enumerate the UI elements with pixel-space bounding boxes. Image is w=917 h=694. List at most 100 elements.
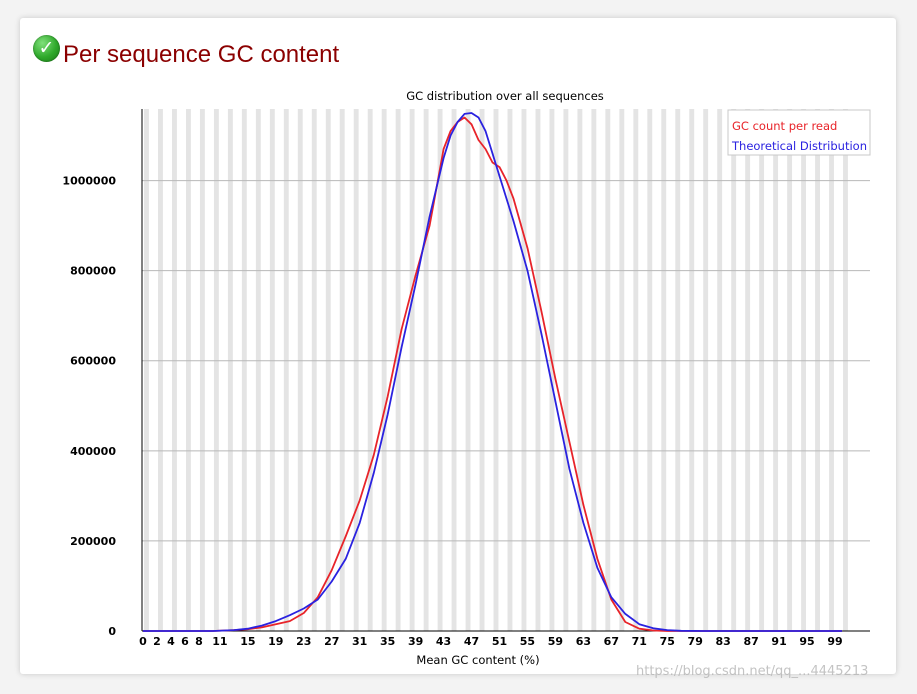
x-tick-label: 31	[352, 635, 367, 648]
stripe	[717, 109, 723, 631]
stripe	[339, 109, 345, 631]
x-tick-label: 87	[743, 635, 758, 648]
stripe	[172, 109, 177, 631]
x-tick-label: 95	[799, 635, 814, 648]
stripe	[801, 109, 807, 631]
stripe	[185, 109, 191, 631]
stripe	[479, 109, 485, 631]
x-tick-label: 6	[181, 635, 189, 648]
stripe	[759, 109, 765, 631]
x-tick-label: 27	[324, 635, 339, 648]
x-tick-label: 35	[380, 635, 395, 648]
series-gc-count-line	[143, 116, 842, 632]
stripe	[577, 109, 583, 631]
stripe	[745, 109, 751, 631]
stripe	[158, 109, 163, 631]
legend-entry: Theoretical Distribution	[731, 139, 867, 153]
legend-box	[727, 109, 871, 156]
stripe	[787, 109, 793, 631]
y-tick-label: 600000	[70, 355, 116, 368]
stripe	[395, 109, 401, 631]
stripe	[591, 109, 597, 631]
stripe	[493, 109, 499, 631]
stripe	[423, 109, 429, 631]
stripe	[437, 109, 443, 631]
stripe	[269, 109, 275, 631]
stripe	[843, 109, 848, 631]
stripe	[633, 109, 639, 631]
stripe	[507, 109, 513, 631]
x-tick-label: 63	[576, 635, 591, 648]
series-theoretical-line	[143, 112, 842, 632]
stripe	[689, 109, 695, 631]
x-tick-label: 0	[139, 635, 147, 648]
stripe	[283, 109, 289, 631]
stripe	[549, 109, 555, 631]
stripe	[829, 109, 834, 631]
x-tick-label: 51	[492, 635, 507, 648]
stripe	[465, 109, 471, 631]
stripe	[703, 109, 709, 631]
x-tick-label: 67	[604, 635, 619, 648]
stripe	[731, 109, 737, 631]
x-tick-label: 11	[212, 635, 227, 648]
watermark-text: https://blog.csdn.net/qq_...4445213	[636, 664, 869, 679]
x-tick-label: 39	[408, 635, 423, 648]
stripe	[199, 109, 205, 631]
y-tick-label: 800000	[70, 265, 116, 278]
stripe	[325, 109, 331, 631]
stripe	[409, 109, 415, 631]
stripe	[451, 109, 457, 631]
x-tick-label: 47	[464, 635, 479, 648]
stripe	[773, 109, 779, 631]
x-tick-label: 79	[688, 635, 703, 648]
x-tick-label: 55	[520, 635, 535, 648]
stripe	[213, 109, 219, 631]
x-tick-label: 71	[632, 635, 647, 648]
stripe	[605, 109, 611, 631]
x-tick-label: 8	[195, 635, 203, 648]
x-axis-label: Mean GC content (%)	[416, 653, 539, 667]
x-tick-label: 59	[548, 635, 563, 648]
series-lines	[143, 112, 842, 632]
chart-title: GC distribution over all sequences	[406, 89, 604, 103]
stripe	[521, 109, 527, 631]
stripe	[353, 109, 359, 631]
x-tick-label: 15	[240, 635, 255, 648]
background-stripes	[144, 109, 848, 631]
x-tick-label: 99	[827, 635, 842, 648]
stripe	[619, 109, 625, 631]
x-tick-label: 91	[771, 635, 786, 648]
stripe	[535, 109, 541, 631]
stripe	[255, 109, 261, 631]
y-tick-label: 400000	[70, 445, 116, 458]
x-tick-label: 23	[296, 635, 311, 648]
stripe	[367, 109, 373, 631]
x-tick-label: 83	[716, 635, 731, 648]
stripe	[647, 109, 653, 631]
module-header: ✓ Per sequence GC content	[33, 33, 339, 69]
stripe	[661, 109, 667, 631]
stripe	[241, 109, 247, 631]
x-tick-label: 43	[436, 635, 451, 648]
stripe	[227, 109, 233, 631]
stripe	[815, 109, 820, 631]
stripe	[563, 109, 569, 631]
x-tick-label: 75	[660, 635, 675, 648]
stripe	[311, 109, 317, 631]
x-tick-label: 4	[167, 635, 175, 648]
x-tick-label: 2	[153, 635, 161, 648]
check-circle-icon: ✓	[33, 34, 60, 62]
stripe	[381, 109, 387, 631]
stripe	[675, 109, 681, 631]
y-tick-label: 1000000	[62, 175, 116, 188]
module-title: Per sequence GC content	[63, 41, 340, 68]
y-tick-label: 200000	[70, 535, 116, 548]
stripe	[144, 109, 149, 631]
legend: GC count per read Theoretical Distributio…	[727, 109, 871, 156]
legend-entry: GC count per read	[732, 119, 837, 133]
y-tick-label: 0	[108, 625, 116, 638]
stripe	[297, 109, 303, 631]
x-tick-label: 19	[268, 635, 283, 648]
